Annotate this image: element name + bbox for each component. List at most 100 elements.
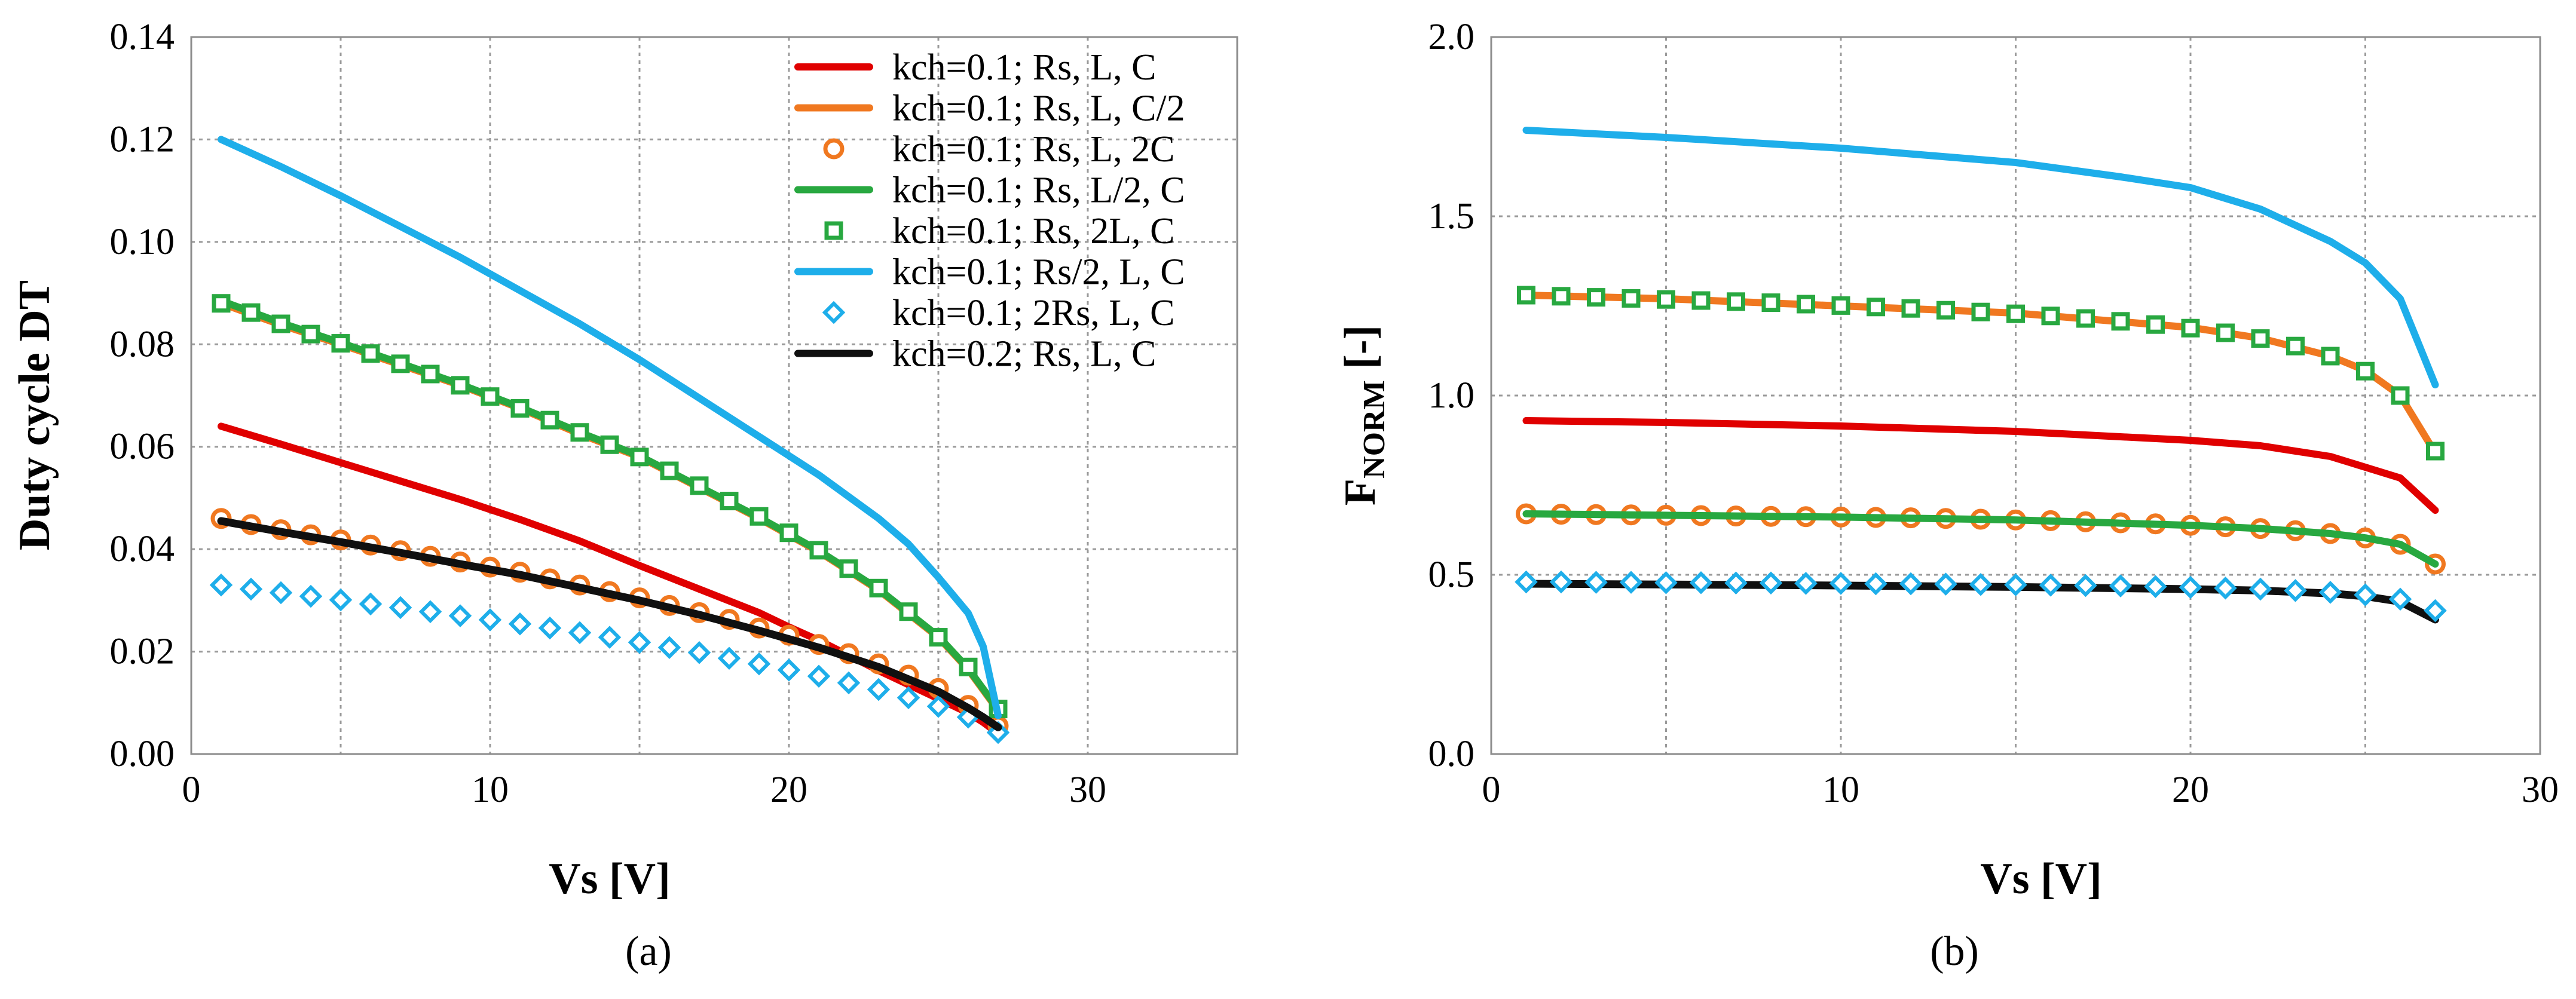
chart-a-legend-label: kch=0.1; Rs, 2L, C	[892, 211, 1174, 252]
chart-a-data-point	[600, 435, 619, 454]
chart-a-y-tick-label: 0.08	[110, 324, 175, 364]
chart-a-data-point	[959, 657, 978, 676]
chart-a-data-point	[540, 410, 559, 430]
chart-a-x-tick-label: 30	[1069, 770, 1106, 810]
chart-b-data-point	[1864, 572, 1887, 596]
chart-b-data-point	[2284, 579, 2307, 602]
chart-a-series-line	[217, 517, 1002, 731]
chart-b-data-point	[1654, 571, 1678, 595]
chart-a-data-point	[418, 600, 442, 623]
chart-a-x-tick-label: 20	[770, 770, 807, 810]
chart-b-caption: (b)	[1930, 928, 1979, 975]
chart-a-data-point	[690, 476, 709, 495]
chart-a-series	[209, 136, 1010, 744]
chart-b-data-point	[2356, 361, 2375, 381]
chart-b-data-point	[2144, 575, 2167, 599]
chart-b-data-point	[1622, 289, 1641, 308]
chart-a-y-tick-label: 0.02	[110, 632, 175, 672]
chart-b-y-tick-label: 1.5	[1428, 196, 1475, 237]
chart-a-data-point	[209, 573, 233, 597]
chart-a-x-tick-label: 0	[182, 770, 201, 810]
chart-a-data-point	[451, 376, 470, 395]
chart-a-y-tick-label: 0.12	[110, 119, 175, 160]
chart-a-data-point	[929, 628, 948, 647]
chart-b-data-point	[2039, 574, 2063, 597]
chart-a: 0 10 20 300.000.020.040.060.080.100.120.14 …	[10, 17, 1238, 975]
chart-a-legend-label: kch=0.2; Rs, L, C	[892, 334, 1156, 375]
chart-b-data-point	[1691, 291, 1711, 310]
chart-b: 0 10 20 300.00.51.01.52.0 Vs [V] FNORM [-] …	[1336, 17, 2559, 975]
chart-a-data-point	[867, 678, 891, 701]
chart-b-data-point	[2391, 386, 2410, 405]
chart-a-legend-label: kch=0.1; Rs, L, C/2	[892, 88, 1185, 129]
chart-b-y-tick-label: 0.5	[1428, 554, 1475, 595]
chart-b-data-point	[1761, 293, 1780, 312]
chart-a-legend-label: kch=0.1; 2Rs, L, C	[892, 293, 1174, 333]
chart-a-data-point	[269, 581, 293, 605]
chart-a-y-tick-label: 0.10	[110, 222, 175, 262]
chart-a-data-point	[508, 612, 532, 636]
chart-a-data-point	[628, 630, 651, 654]
chart-a-data-point	[897, 686, 920, 709]
chart-a-y-tick-label: 0.06	[110, 427, 175, 467]
chart-a-y-tick-label: 0.14	[110, 17, 175, 57]
chart-b-data-point	[1901, 299, 1920, 318]
chart-a-data-point	[899, 602, 918, 621]
chart-b-data-point	[2424, 599, 2447, 623]
chart-a-data-point	[481, 387, 500, 406]
chart-b-data-point	[1867, 298, 1885, 317]
chart-a-data-point	[241, 303, 261, 322]
chart-b-data-point	[2251, 329, 2270, 348]
chart-a-data-point	[299, 584, 323, 608]
chart-a-legend-label: kch=0.1; Rs, L, C	[892, 47, 1156, 88]
chart-a-data-point	[807, 664, 831, 688]
chart-b-data-point	[1657, 290, 1675, 309]
chart-a-data-point	[777, 658, 801, 682]
chart-b-series-line	[1522, 127, 2439, 388]
chart-a-series-line	[218, 136, 1002, 719]
chart-b-x-tick-label: 30	[2522, 770, 2559, 810]
chart-a-y-tick-label: 0.04	[110, 529, 175, 569]
chart-b-data-point	[2214, 576, 2237, 600]
chart-b-data-point	[2179, 575, 2202, 599]
chart-a-data-point	[749, 507, 769, 526]
chart-a-data-point	[687, 641, 711, 664]
chart-a-data-point	[869, 578, 888, 597]
chart-a-data-point	[361, 344, 380, 363]
chart-a-data-point	[747, 652, 771, 676]
chart-a-data-point	[837, 671, 861, 695]
chart-b-data-point	[2321, 347, 2340, 366]
chart-b-x-tick-label: 10	[1822, 770, 1859, 810]
chart-a-data-point	[598, 626, 622, 649]
chart-b-data-point	[2318, 581, 2342, 604]
chart-b-data-point	[1794, 572, 1818, 595]
chart-b-series	[1515, 127, 2447, 624]
chart-b-data-point	[2388, 587, 2412, 611]
chart-b-data-point	[2248, 577, 2272, 601]
chart-b-data-point	[2286, 336, 2305, 356]
chart-b-data-point	[2216, 323, 2235, 342]
chart-a-data-point	[329, 588, 353, 612]
chart-a-data-point	[717, 646, 741, 670]
chart-b-data-point	[1515, 570, 1538, 594]
chart-a-data-point	[388, 596, 412, 620]
chart-b-data-point	[2076, 309, 2095, 328]
chart-b-data-point	[1759, 571, 1783, 595]
chart-a-data-point	[331, 334, 350, 353]
chart-b-data-point	[1724, 571, 1748, 595]
chart-a-data-point	[301, 324, 320, 344]
chart-b-data-point	[1899, 572, 1923, 596]
chart-b-data-point	[1971, 302, 1990, 321]
chart-a-legend-label: kch=0.1; Rs/2, L, C	[892, 252, 1185, 293]
chart-b-series-line	[1522, 417, 2439, 514]
chart-b-series-line	[1522, 510, 2439, 568]
chart-a-data-point	[839, 559, 858, 578]
chart-b-data-point	[1619, 571, 1643, 594]
chart-b-data-point	[2004, 573, 2027, 597]
chart-a-data-point	[271, 314, 290, 333]
chart-a-data-point	[570, 423, 589, 442]
chart-b-data-point	[2074, 574, 2097, 597]
chart-b-ticks: 0 10 20 30 0.0 0.5 1.0 1.5 2.0	[1428, 17, 2559, 810]
chart-b-y-tick-label: 0.0	[1428, 734, 1475, 774]
